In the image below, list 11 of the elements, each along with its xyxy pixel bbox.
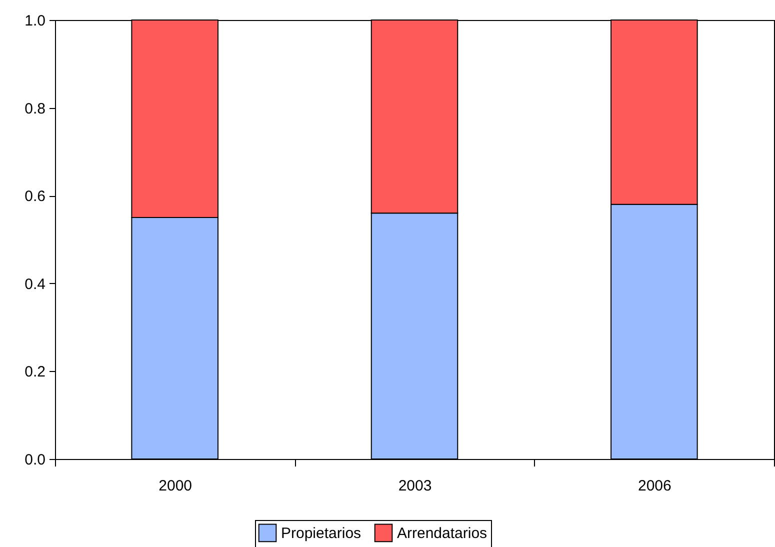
x-tick-label: 2003 <box>398 478 432 494</box>
x-tick-label: 2000 <box>158 478 192 494</box>
y-tick-label: 1.0 <box>24 12 46 30</box>
legend-label: Arrendatarios <box>397 524 488 542</box>
y-tick-label: 0.8 <box>24 100 46 118</box>
legend-label: Propietarios <box>281 524 362 542</box>
y-tick-label: 0.0 <box>24 452 46 468</box>
x-tick-label: 2006 <box>638 478 672 494</box>
y-tick-label: 0.6 <box>24 188 46 206</box>
y-tick-label: 0.2 <box>24 364 46 381</box>
y-tick-label: 0.4 <box>24 276 46 293</box>
